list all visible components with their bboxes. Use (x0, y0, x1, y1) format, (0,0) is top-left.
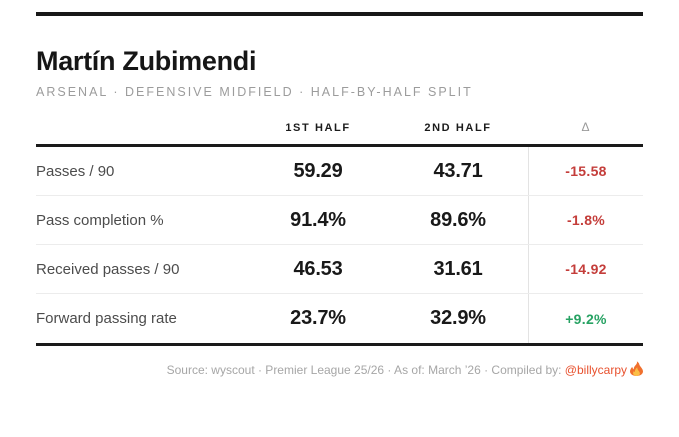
second-half-value: 89.6% (430, 208, 486, 231)
source-credit: Source: wyscout · Premier League 25/26 ·… (166, 363, 565, 377)
column-header-second-half: 2ND HALF (424, 122, 492, 134)
table-body: Passes / 90 59.29 43.71 -15.58 Pass comp… (36, 147, 643, 346)
first-half-value: 59.29 (293, 159, 343, 182)
stat-card: Martín Zubimendi ARSENAL · DEFENSIVE MID… (36, 12, 643, 379)
table-row: Received passes / 90 46.53 31.61 -14.92 (36, 245, 643, 294)
delta-value: -15.58 (528, 147, 643, 195)
top-rule (36, 12, 643, 16)
author-handle[interactable]: @billycarpy (564, 363, 627, 377)
stat-label: Forward passing rate (36, 310, 177, 327)
stat-label: Received passes / 90 (36, 260, 180, 278)
first-half-value: 91.4% (290, 208, 346, 231)
column-header-first-half: 1ST HALF (285, 122, 351, 134)
first-half-value: 46.53 (293, 257, 343, 280)
table-row: Passes / 90 59.29 43.71 -15.58 (36, 147, 643, 196)
column-header-delta: Δ (581, 120, 590, 134)
delta-value: -1.8% (528, 196, 643, 244)
page-subtitle: ARSENAL · DEFENSIVE MIDFIELD · HALF-BY-H… (36, 85, 473, 99)
stat-label: Pass completion % (36, 211, 164, 229)
table-row: Pass completion % 91.4% 89.6% -1.8% (36, 196, 643, 245)
table-header-row: 1ST HALF 2ND HALF Δ (36, 120, 643, 147)
stat-label: Passes / 90 (36, 162, 115, 180)
page-title: Martín Zubimendi (36, 46, 257, 76)
delta-value: -14.92 (528, 245, 643, 293)
fire-icon (630, 361, 643, 379)
second-half-value: 32.9% (430, 307, 486, 329)
stats-table: 1ST HALF 2ND HALF Δ Passes / 90 59.29 43… (36, 120, 643, 346)
second-half-value: 43.71 (433, 159, 483, 182)
first-half-value: 23.7% (290, 307, 346, 329)
footer: Source: wyscout · Premier League 25/26 ·… (36, 361, 643, 379)
delta-value: +9.2% (528, 294, 643, 343)
table-row: Forward passing rate 23.7% 32.9% +9.2% (36, 294, 643, 343)
second-half-value: 31.61 (433, 257, 483, 280)
